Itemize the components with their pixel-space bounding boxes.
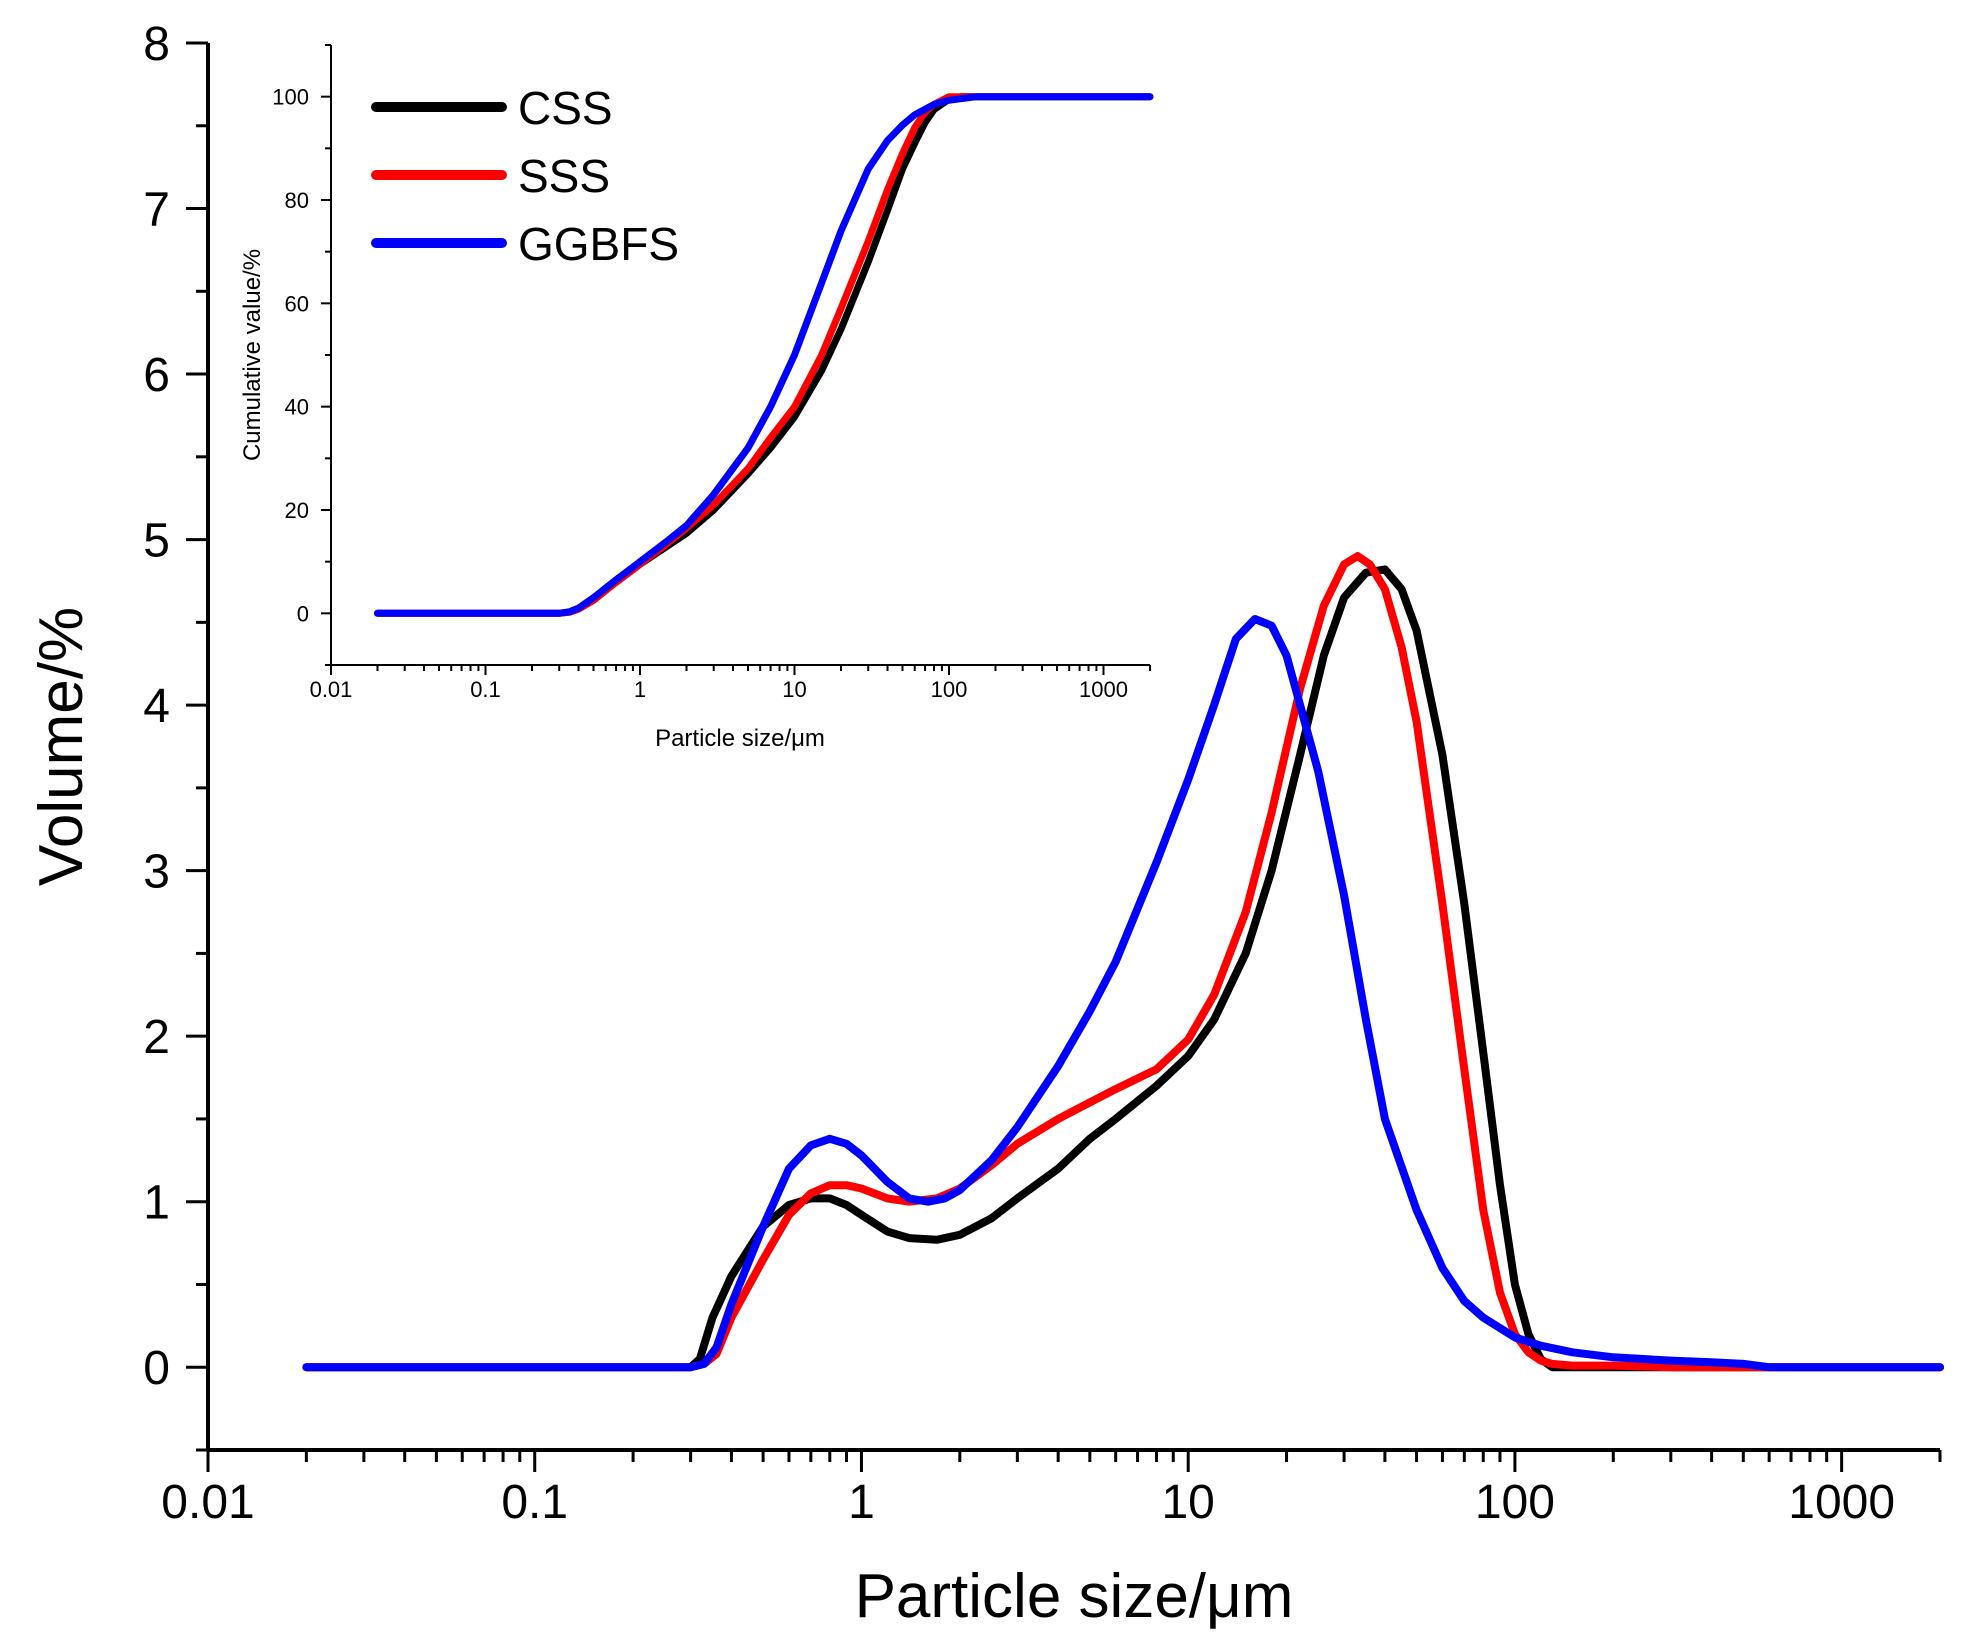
inset-y-tick-label: 0 [297,601,309,626]
inset-x-tick-label: 1 [634,677,646,702]
main-x-tick-label: 100 [1475,1476,1555,1529]
main-y-tick-label: 8 [143,18,170,71]
inset-x-tick-label: 0.1 [470,677,501,702]
inset-axes: 0.01 0.1 1 10 100 1000 0 20 40 60 80 100 [272,44,1151,702]
inset-y-axis-label: Cumulative value/% [239,249,266,461]
legend-entry-css: CSS [371,82,613,134]
inset-x-tick-label: 100 [931,677,968,702]
main-x-tick-label: 1000 [1788,1476,1895,1529]
main-x-axis-label: Particle size/μm [855,1562,1294,1631]
inset-x-tick-label: 0.01 [310,677,353,702]
main-series-line-ggbfs [302,615,1944,1372]
main-y-tick-label: 4 [143,680,170,733]
main-y-tick-label: 1 [143,1177,170,1230]
main-y-axis-label: Volume/% [27,607,96,886]
inset-y-tick-label: 20 [285,498,309,523]
main-y-tick-label: 2 [143,1011,170,1064]
main-series-lines [302,552,1944,1372]
inset-y-tick-label: 80 [285,188,309,213]
legend-label-ggbfs: GGBFS [518,218,679,270]
inset-series-lines [374,93,1154,617]
inset-x-tick-label: 10 [782,677,806,702]
main-y-tick-label: 5 [143,515,170,568]
inset-x-tick-label: 1000 [1079,677,1128,702]
legend-label-sss: SSS [518,150,610,202]
main-x-tick-label: 0.1 [501,1476,568,1529]
legend-entry-ggbfs: GGBFS [371,218,679,270]
main-x-tick-label: 10 [1161,1476,1214,1529]
inset-y-tick-label: 60 [285,291,309,316]
main-y-tick-label: 7 [143,184,170,237]
legend: CSS SSS GGBFS [371,82,679,270]
inset-chart: 0.01 0.1 1 10 100 1000 0 20 40 60 80 100 Particle s… [239,44,1154,752]
main-y-tick-label: 0 [143,1342,170,1395]
inset-series-line-ggbfs [374,93,1154,617]
inset-y-tick-label: 100 [272,85,309,110]
main-x-tick-label: 0.01 [161,1476,254,1529]
inset-y-tick-label: 40 [285,395,309,420]
legend-entry-sss: SSS [371,150,610,202]
main-x-tick-label: 1 [848,1476,875,1529]
inset-x-axis-label: Particle size/μm [655,725,825,752]
main-y-tick-label: 3 [143,846,170,899]
legend-label-css: CSS [518,82,613,134]
main-y-tick-label: 6 [143,349,170,402]
